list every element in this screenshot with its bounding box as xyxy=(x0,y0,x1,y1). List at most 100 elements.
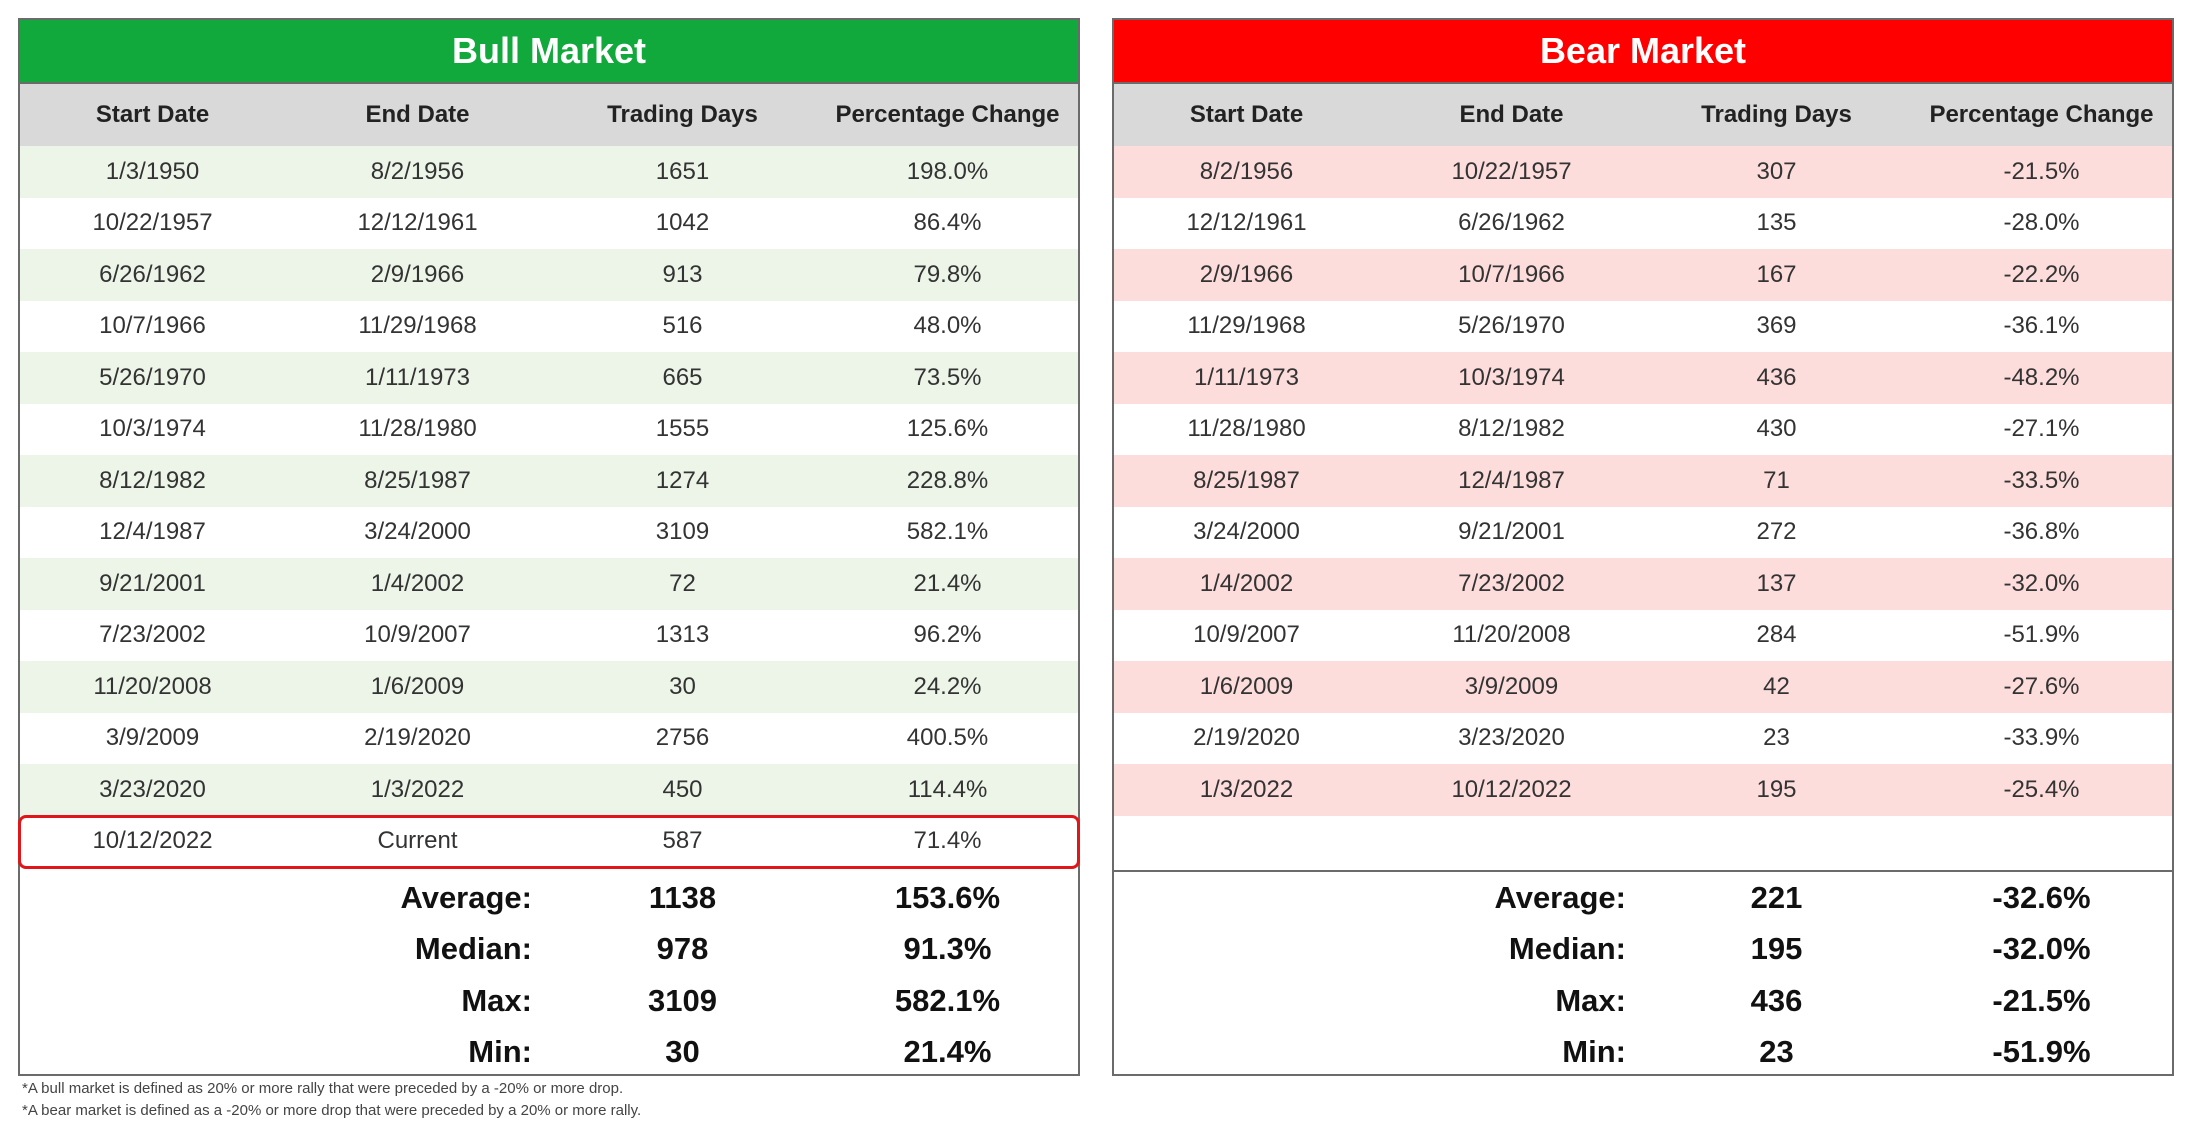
bear-start-date-cell: 10/9/2007 xyxy=(1193,621,1300,649)
bear-end-date-cell: 10/12/2022 xyxy=(1451,775,1572,803)
bull-percentage-change-cell: 79.8% xyxy=(913,260,982,288)
bull-start-date-cell: 3/9/2009 xyxy=(105,724,200,752)
bull-table-row: 12/4/1987 3/24/2000 3109 582.1% xyxy=(20,507,1078,559)
bear-trading-days-cell: 430 xyxy=(1756,415,1797,443)
bull-end-date-cell: 8/25/1987 xyxy=(364,466,471,494)
bull-trading-days-cell: 30 xyxy=(669,672,696,700)
bear-table-row: 8/2/1956 10/22/1957 307 -21.5% xyxy=(1114,146,2172,198)
bear-end-date-cell: 10/3/1974 xyxy=(1458,363,1565,391)
bear-percentage-change-cell: -27.1% xyxy=(2003,415,2080,443)
bull-end-date-cell: 10/9/2007 xyxy=(364,621,471,649)
bear-start-date-cell: 8/25/1987 xyxy=(1193,466,1300,494)
bear-column-headers: Start Date End Date Trading Days Percent… xyxy=(1114,84,2172,146)
bull-stat-days: 978 xyxy=(656,931,709,967)
bull-trading-days-cell: 516 xyxy=(662,312,703,340)
bear-table-row: 12/12/1961 6/26/1962 135 -28.0% xyxy=(1114,198,2172,250)
bear-trading-days-cell: 369 xyxy=(1756,312,1797,340)
bull-trading-days-cell: 2756 xyxy=(655,724,710,752)
bear-stat-days: 221 xyxy=(1750,879,1803,915)
bear-table-row: 1/4/2002 7/23/2002 137 -32.0% xyxy=(1114,558,2172,610)
bear-start-date-cell: 2/19/2020 xyxy=(1193,724,1300,752)
bull-start-date-cell: 12/4/1987 xyxy=(99,518,206,546)
bull-column-headers: Start Date End Date Trading Days Percent… xyxy=(20,84,1078,146)
bear-percentage-change-cell: -25.4% xyxy=(2003,775,2080,803)
bull-col-trading-days: Trading Days xyxy=(607,101,758,128)
bear-start-date-cell: 11/29/1968 xyxy=(1187,312,1306,340)
bear-percentage-change-cell: -48.2% xyxy=(2003,363,2080,391)
bear-stat-label: Median: xyxy=(1508,931,1626,967)
bear-end-date-cell: 3/9/2009 xyxy=(1464,672,1559,700)
bear-start-date-cell: 2/9/1966 xyxy=(1199,260,1294,288)
bear-rows: 8/2/1956 10/22/1957 307 -21.5% 12/12/1961 6/2… xyxy=(1114,146,2172,816)
bull-stat-label: Max: xyxy=(461,982,532,1018)
bull-end-date-cell: 1/11/1973 xyxy=(365,363,470,391)
bull-end-date-cell: 1/4/2002 xyxy=(370,569,465,597)
bull-col-start-date: Start Date xyxy=(95,101,210,128)
bull-percentage-change-cell: 21.4% xyxy=(913,569,982,597)
bull-trading-days-cell: 1042 xyxy=(655,209,710,237)
bear-table-row: 1/11/1973 10/3/1974 436 -48.2% xyxy=(1114,352,2172,404)
bull-trading-days-cell: 1274 xyxy=(655,466,710,494)
bull-start-date-cell: 1/3/1950 xyxy=(105,157,200,185)
bull-table-row: 1/3/1950 8/2/1956 1651 198.0% xyxy=(20,146,1078,198)
bear-start-date-cell: 1/4/2002 xyxy=(1199,569,1294,597)
bull-stat-change: 91.3% xyxy=(903,931,992,967)
bull-stat-row: Max: 3109 582.1% xyxy=(20,975,1078,1027)
bear-percentage-change-cell: -22.2% xyxy=(2003,260,2080,288)
bull-percentage-change-cell: 114.4% xyxy=(907,775,988,803)
bull-trading-days-cell: 913 xyxy=(662,260,703,288)
bear-trading-days-cell: 272 xyxy=(1756,518,1797,546)
bull-stat-change: 21.4% xyxy=(903,1034,992,1070)
bear-percentage-change-cell: -33.9% xyxy=(2003,724,2080,752)
bear-table-row: 10/9/2007 11/20/2008 284 -51.9% xyxy=(1114,610,2172,662)
bear-stat-row: Median: 195 -32.0% xyxy=(1114,924,2172,976)
bull-end-date-cell: 2/9/1966 xyxy=(370,260,465,288)
bear-trading-days-cell: 135 xyxy=(1756,209,1797,237)
bull-percentage-change-cell: 48.0% xyxy=(913,312,982,340)
bear-percentage-change-cell: -36.1% xyxy=(2003,312,2080,340)
bear-stat-label: Min: xyxy=(1562,1034,1626,1070)
bull-table-row: 10/7/1966 11/29/1968 516 48.0% xyxy=(20,301,1078,353)
bear-end-date-cell: 8/12/1982 xyxy=(1458,415,1565,443)
footnote-bull-definition: *A bull market is defined as 20% or more… xyxy=(22,1080,624,1097)
bear-col-start-date: Start Date xyxy=(1189,101,1304,128)
bear-stat-row: Average: 221 -32.6% xyxy=(1114,872,2172,924)
bull-end-date-cell: 12/12/1961 xyxy=(357,209,478,237)
bear-start-date-cell: 12/12/1961 xyxy=(1186,209,1307,237)
bear-end-date-cell: 12/4/1987 xyxy=(1458,466,1565,494)
bear-table-row: 1/3/2022 10/12/2022 195 -25.4% xyxy=(1114,764,2172,816)
bull-summary-stats: Average: 1138 153.6% Median: 978 91.3% Max: 310… xyxy=(20,872,1078,1078)
bear-end-date-cell: 11/20/2008 xyxy=(1452,621,1571,649)
bear-market-table: Bear Market Start Date End Date Trading … xyxy=(1112,18,2174,1076)
bear-percentage-change-cell: -36.8% xyxy=(2003,518,2080,546)
bull-trading-days-cell: 72 xyxy=(669,569,696,597)
bear-percentage-change-cell: -51.9% xyxy=(2003,621,2080,649)
bull-table-row: 5/26/1970 1/11/1973 665 73.5% xyxy=(20,352,1078,404)
bull-stat-label: Average: xyxy=(400,879,532,915)
bull-table-row: 7/23/2002 10/9/2007 1313 96.2% xyxy=(20,610,1078,662)
bull-stat-days: 30 xyxy=(665,1034,700,1070)
bull-percentage-change-cell: 125.6% xyxy=(906,415,989,443)
bull-start-date-cell: 3/23/2020 xyxy=(99,775,206,803)
bull-trading-days-cell: 3109 xyxy=(655,518,710,546)
bear-table-row: 11/28/1980 8/12/1982 430 -27.1% xyxy=(1114,404,2172,456)
bull-table-row: 3/9/2009 2/19/2020 2756 400.5% xyxy=(20,713,1078,765)
bull-trading-days-cell: 665 xyxy=(662,363,703,391)
bull-percentage-change-cell: 582.1% xyxy=(906,518,989,546)
bear-table-row: 1/6/2009 3/9/2009 42 -27.6% xyxy=(1114,661,2172,713)
bear-start-date-cell: 1/6/2009 xyxy=(1199,672,1294,700)
bull-stat-change: 153.6% xyxy=(894,879,1001,915)
bear-table-row: 11/29/1968 5/26/1970 369 -36.1% xyxy=(1114,301,2172,353)
bear-percentage-change-cell: -21.5% xyxy=(2003,157,2080,185)
footnotes: *A bull market is defined as 20% or more… xyxy=(22,1078,641,1122)
bull-trading-days-cell: 1651 xyxy=(655,157,710,185)
bull-end-date-cell: 8/2/1956 xyxy=(370,157,465,185)
bull-market-title: Bull Market xyxy=(20,20,1078,84)
bull-table-row: 6/26/1962 2/9/1966 913 79.8% xyxy=(20,249,1078,301)
bull-end-date-cell: 1/6/2009 xyxy=(370,672,465,700)
bull-end-date-cell: 1/3/2022 xyxy=(370,775,465,803)
bull-start-date-cell: 10/3/1974 xyxy=(99,415,206,443)
bull-end-date-cell: Current xyxy=(377,827,458,855)
bull-table-row: 11/20/2008 1/6/2009 30 24.2% xyxy=(20,661,1078,713)
bear-stat-change: -32.0% xyxy=(1992,931,2091,967)
